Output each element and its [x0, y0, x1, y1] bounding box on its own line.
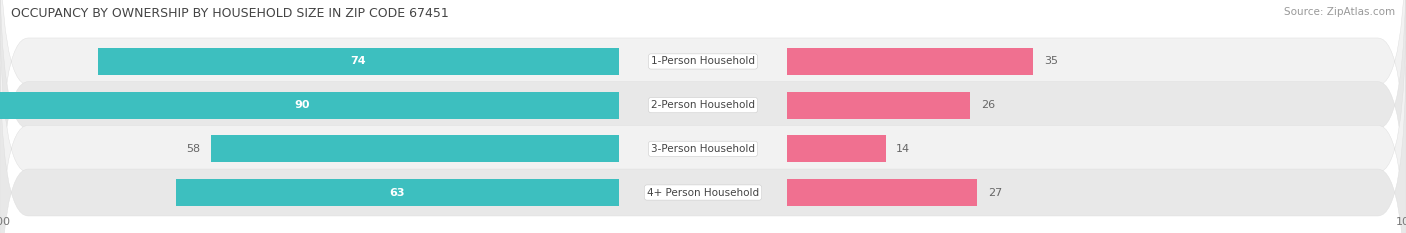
- FancyBboxPatch shape: [0, 41, 1406, 233]
- Text: 26: 26: [981, 100, 995, 110]
- Text: Source: ZipAtlas.com: Source: ZipAtlas.com: [1284, 7, 1395, 17]
- Bar: [0, 92, 619, 119]
- Text: 74: 74: [350, 56, 367, 66]
- Text: 27: 27: [987, 188, 1002, 198]
- Bar: [787, 179, 977, 206]
- Text: 63: 63: [389, 188, 405, 198]
- Bar: [98, 48, 619, 75]
- Text: 4+ Person Household: 4+ Person Household: [647, 188, 759, 198]
- FancyBboxPatch shape: [0, 0, 1406, 213]
- Bar: [176, 179, 619, 206]
- Bar: [787, 48, 1033, 75]
- Text: 35: 35: [1043, 56, 1057, 66]
- Text: 90: 90: [294, 100, 311, 110]
- Bar: [211, 135, 619, 162]
- Text: OCCUPANCY BY OWNERSHIP BY HOUSEHOLD SIZE IN ZIP CODE 67451: OCCUPANCY BY OWNERSHIP BY HOUSEHOLD SIZE…: [11, 7, 449, 20]
- Text: 1-Person Household: 1-Person Household: [651, 56, 755, 66]
- Text: 3-Person Household: 3-Person Household: [651, 144, 755, 154]
- Text: 2-Person Household: 2-Person Household: [651, 100, 755, 110]
- Bar: [787, 92, 970, 119]
- Text: 58: 58: [186, 144, 200, 154]
- Text: 14: 14: [897, 144, 911, 154]
- Bar: [787, 135, 886, 162]
